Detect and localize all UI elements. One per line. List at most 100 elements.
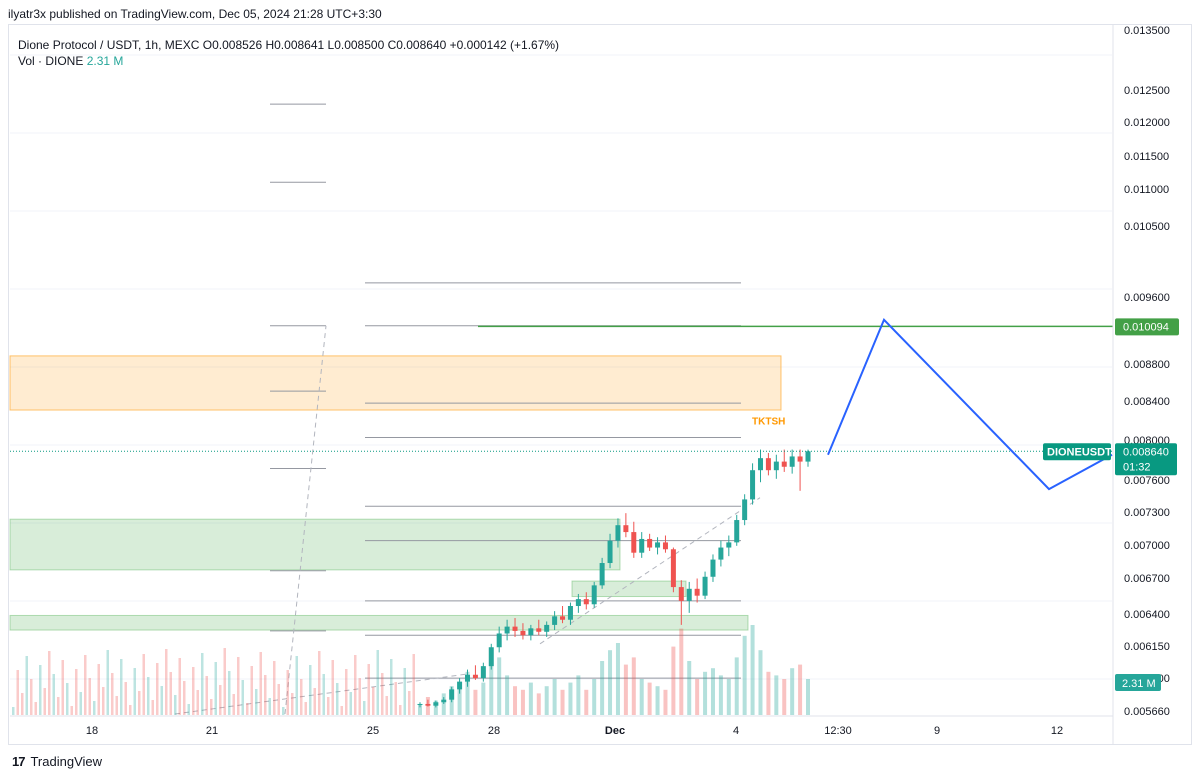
forecast-path bbox=[827, 318, 1113, 491]
volume-bar bbox=[183, 681, 186, 715]
candles bbox=[417, 449, 811, 708]
price-zones: TKTSH bbox=[9, 355, 785, 631]
y-tick-label: 0.011500 bbox=[1124, 151, 1169, 163]
volume-bar bbox=[75, 669, 78, 715]
y-tick-label: 0.011000 bbox=[1124, 184, 1169, 196]
candle bbox=[480, 666, 486, 679]
trend-line bbox=[284, 325, 327, 715]
volume-bar bbox=[147, 677, 150, 715]
symbol-badge bbox=[1043, 443, 1111, 461]
volume-bar bbox=[340, 706, 343, 715]
candle bbox=[765, 458, 771, 471]
volume-bar bbox=[631, 657, 636, 715]
candle bbox=[750, 470, 756, 500]
volume-bar bbox=[544, 686, 549, 715]
tradingview-logo-icon: 17 bbox=[12, 754, 26, 769]
volume-bar bbox=[403, 668, 406, 715]
candle bbox=[488, 647, 494, 667]
trend-line bbox=[174, 673, 469, 715]
symbol-badge-text: DIONEUSDT bbox=[1047, 446, 1112, 458]
volume-bar bbox=[304, 702, 307, 715]
y-tick-label: 0.007600 bbox=[1124, 475, 1170, 487]
volume-bar bbox=[93, 701, 96, 715]
volume-bar bbox=[536, 693, 541, 715]
candle bbox=[678, 587, 684, 601]
volume-bar bbox=[97, 664, 100, 715]
volume-bar bbox=[528, 682, 533, 715]
volume-bar bbox=[584, 689, 589, 715]
candle bbox=[694, 588, 700, 596]
volume-bar bbox=[385, 696, 388, 715]
candle bbox=[631, 532, 637, 553]
candle bbox=[591, 585, 597, 605]
volume-bar bbox=[336, 683, 339, 715]
volume-bar bbox=[726, 679, 731, 715]
candle bbox=[702, 576, 708, 596]
candle bbox=[662, 542, 668, 550]
candle bbox=[599, 563, 605, 586]
volume-bar bbox=[345, 669, 348, 715]
y-tick-label: 0.007300 bbox=[1124, 507, 1170, 519]
volume-bar bbox=[39, 665, 42, 715]
candle bbox=[710, 559, 716, 577]
volume-bar bbox=[84, 655, 87, 715]
candle bbox=[607, 540, 613, 564]
y-tick-label: 0.010500 bbox=[1124, 221, 1170, 233]
candle bbox=[433, 702, 439, 706]
volume-bar bbox=[473, 689, 478, 715]
candle bbox=[647, 538, 653, 548]
volume-bar bbox=[25, 656, 28, 715]
volume-bar bbox=[608, 650, 613, 715]
chart-frame bbox=[8, 24, 1192, 745]
volume-bar bbox=[671, 646, 676, 715]
volume-bar bbox=[43, 688, 46, 715]
volume-bar bbox=[615, 643, 620, 715]
volume-bar bbox=[106, 650, 109, 715]
countdown-text: 01:32 bbox=[1123, 461, 1151, 473]
volume-bar bbox=[61, 660, 64, 715]
y-tick-label: 0.013500 bbox=[1124, 25, 1170, 37]
price-labels: 0.010094 DIONEUSDT 0.008640 01:32 2.31 M bbox=[1043, 318, 1179, 691]
supply-zone bbox=[9, 355, 782, 411]
volume-bar bbox=[520, 689, 525, 715]
volume-bar bbox=[300, 679, 303, 715]
volume-bar bbox=[790, 668, 795, 715]
last-price-badge bbox=[1115, 443, 1177, 476]
volume-bar bbox=[259, 652, 262, 715]
volume-bar bbox=[390, 659, 393, 715]
candle bbox=[544, 624, 550, 632]
candle bbox=[504, 626, 510, 634]
volume-bar bbox=[465, 671, 470, 715]
candle bbox=[718, 547, 724, 560]
candle bbox=[512, 626, 518, 631]
volume-bar bbox=[115, 696, 118, 715]
volume-bar bbox=[394, 682, 397, 715]
volume-bar bbox=[237, 657, 240, 715]
volume-value: 2.31 M bbox=[86, 54, 124, 68]
y-tick-label: 0.009600 bbox=[1124, 292, 1170, 304]
volume-bar bbox=[52, 674, 55, 715]
candle bbox=[457, 681, 463, 690]
volume-bar bbox=[399, 705, 402, 715]
candle bbox=[686, 588, 692, 601]
volume-bar bbox=[568, 682, 573, 715]
volume-bar bbox=[639, 679, 644, 715]
volume-bar bbox=[70, 706, 73, 715]
candle bbox=[449, 689, 455, 700]
volume-bar bbox=[354, 655, 357, 715]
volume-bar bbox=[742, 635, 747, 715]
volume-bar bbox=[322, 674, 325, 715]
volume-bar bbox=[358, 678, 361, 715]
level-lines bbox=[174, 103, 761, 715]
candle bbox=[742, 499, 748, 521]
volume-bar bbox=[88, 678, 91, 715]
target-price-badge bbox=[1115, 318, 1179, 336]
volume-bar bbox=[223, 648, 226, 715]
y-tick-label: 0.006700 bbox=[1124, 573, 1170, 585]
volume-bar bbox=[703, 671, 708, 715]
footer: 17 TradingView bbox=[12, 754, 102, 769]
zone-label: TKTSH bbox=[752, 417, 785, 428]
volume-bar bbox=[57, 697, 60, 715]
volume-bar bbox=[142, 654, 145, 715]
